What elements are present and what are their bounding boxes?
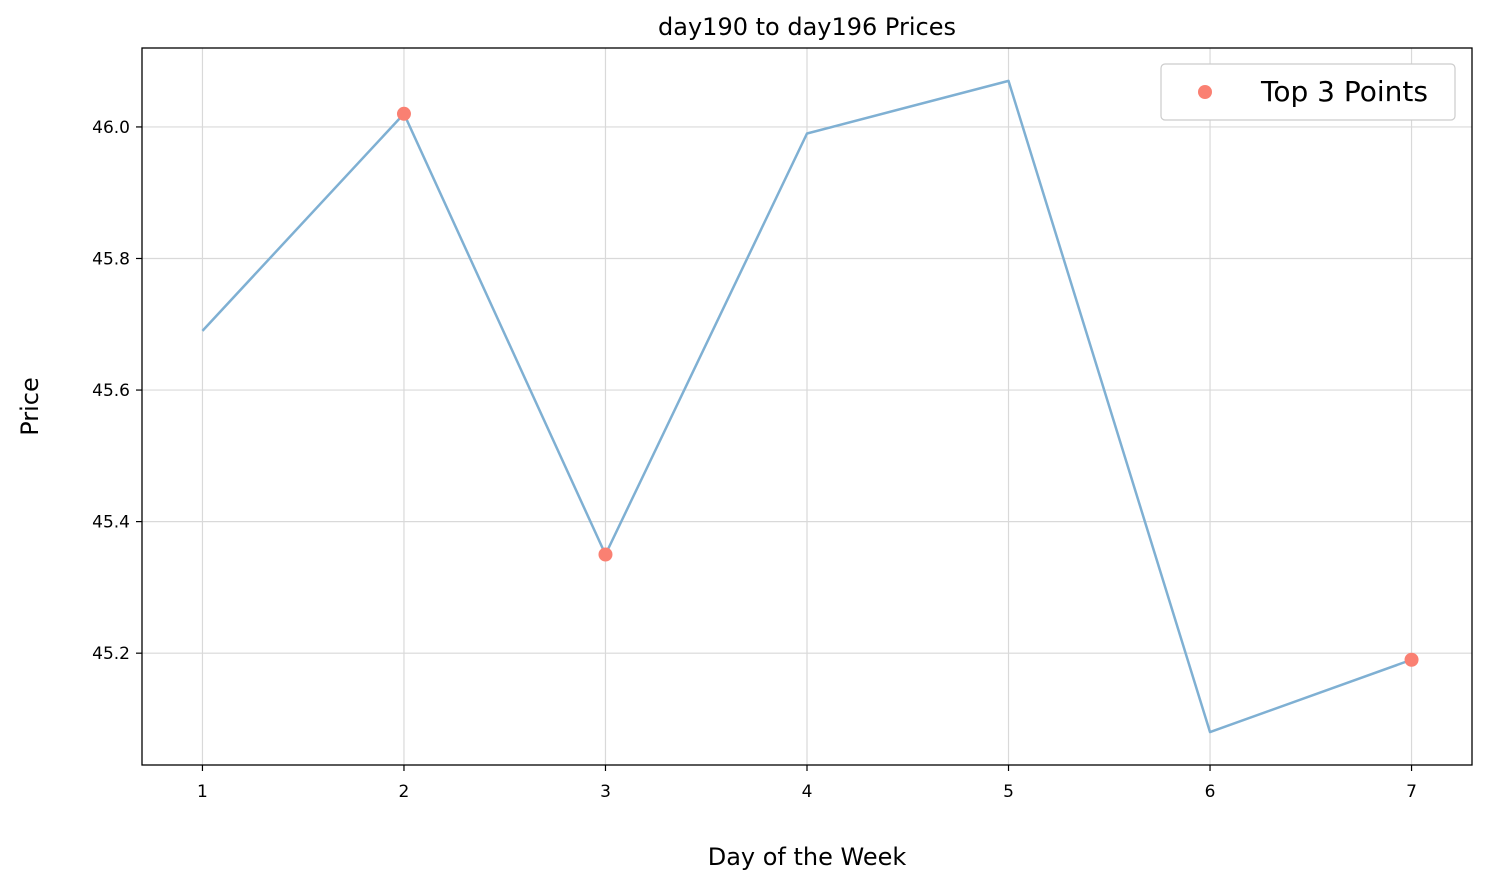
y-axis-label: Price — [16, 377, 44, 436]
y-tick-label: 46.0 — [92, 118, 130, 138]
top-point-marker — [598, 547, 613, 562]
x-tick-label: 7 — [1406, 782, 1417, 802]
legend-marker-top-3-points — [1198, 85, 1212, 99]
x-tick-label: 1 — [197, 782, 208, 802]
x-tick-label: 2 — [399, 782, 410, 802]
y-tick-label: 45.6 — [92, 381, 130, 401]
x-tick-label: 3 — [600, 782, 611, 802]
y-tick-label: 45.4 — [92, 513, 130, 533]
y-tick-label: 45.8 — [92, 249, 130, 269]
x-tick-label: 6 — [1205, 782, 1216, 802]
legend: Top 3 Points — [1160, 63, 1456, 121]
series-layer — [201, 79, 1419, 734]
legend-box — [1160, 63, 1456, 121]
legend-label-top-3-points: Top 3 Points — [1260, 75, 1428, 108]
y-tick-label: 45.2 — [92, 644, 130, 664]
x-axis-label: Day of the Week — [708, 843, 907, 871]
top-point-marker — [1404, 652, 1419, 667]
axis-ticks: 1 2 3 4 5 6 7 45.2 45.4 45.6 45.8 46.0 — [92, 118, 1417, 802]
grid-lines — [142, 48, 1472, 765]
x-tick-label: 4 — [802, 782, 813, 802]
top-point-marker — [396, 106, 411, 121]
x-tick-label: 5 — [1003, 782, 1014, 802]
chart-title: day190 to day196 Prices — [658, 13, 956, 41]
